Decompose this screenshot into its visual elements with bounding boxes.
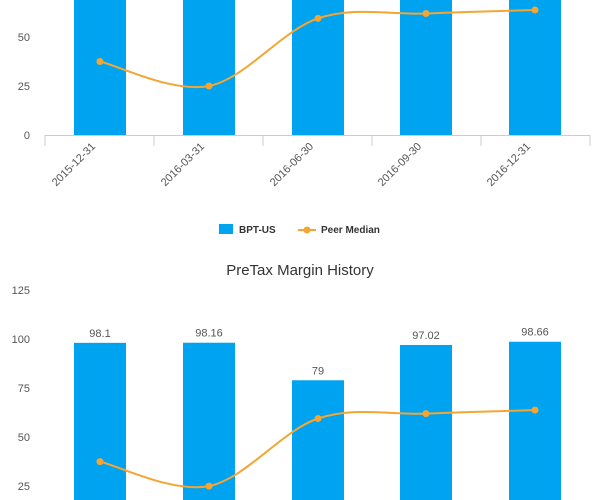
y-tick-label: 50 [18,32,30,44]
legend-label-peer-median[interactable]: Peer Median [321,225,380,236]
x-tick-label: 2016-03-31 [159,141,207,189]
bar[interactable] [400,344,452,500]
bar[interactable] [183,342,235,500]
data-labels: 98.1 98.16 79 97.02 98.66 [89,327,548,378]
peer-median-point[interactable] [314,14,322,22]
peer-median-point[interactable] [531,6,539,14]
bar-series [74,0,561,135]
data-label: 97.02 [412,330,440,342]
y-axis-ticks: 0 25 50 [18,32,30,142]
line-series [96,6,539,90]
bar[interactable] [292,380,344,500]
data-label: 98.1 [89,328,110,340]
chart-title: PreTax Margin History [226,262,374,279]
peer-median-point[interactable] [96,58,104,65]
y-axis-ticks: 25 50 75 100 125 [12,285,30,493]
x-tick-label: 2016-12-31 [485,141,533,189]
legend-label-bpt-us[interactable]: BPT-US [239,225,276,236]
peer-median-point[interactable] [96,458,104,466]
bar[interactable] [509,341,561,500]
peer-median-point[interactable] [422,9,430,17]
data-label: 79 [312,365,324,377]
line-series [96,406,539,490]
x-axis-ticks: 2015-12-31 2016-03-31 2016-06-30 2016-09-30… [44,135,591,189]
peer-median-point[interactable] [531,406,539,414]
y-tick-label: 125 [12,285,30,297]
chart-top: 0 25 50 2015-12-31 2016-03-31 2016-06-30 2016… [18,0,591,189]
bar-series [74,341,561,500]
legend: BPT-US Peer Median [219,224,380,236]
peer-median-point[interactable] [205,482,213,490]
y-tick-label: 75 [18,383,30,395]
y-tick-label: 100 [12,334,30,346]
peer-median-point[interactable] [205,82,213,90]
bar[interactable] [292,0,344,135]
legend-swatch-bpt-us[interactable] [219,224,233,234]
bar[interactable] [400,0,452,135]
bar[interactable] [74,342,126,500]
peer-median-point[interactable] [422,410,430,418]
bar[interactable] [183,0,235,135]
y-tick-label: 0 [24,130,30,142]
legend-swatch-peer-median-marker [303,226,311,234]
x-tick-label: 2016-09-30 [376,141,424,189]
x-tick-label: 2016-06-30 [268,141,316,189]
x-tick-label: 2015-12-31 [50,141,98,189]
bar[interactable] [509,0,561,135]
peer-median-point[interactable] [314,415,322,422]
y-tick-label: 25 [18,481,30,493]
data-label: 98.16 [195,328,223,340]
data-label: 98.66 [521,327,549,339]
y-tick-label: 50 [18,432,30,444]
y-tick-label: 25 [18,81,30,93]
